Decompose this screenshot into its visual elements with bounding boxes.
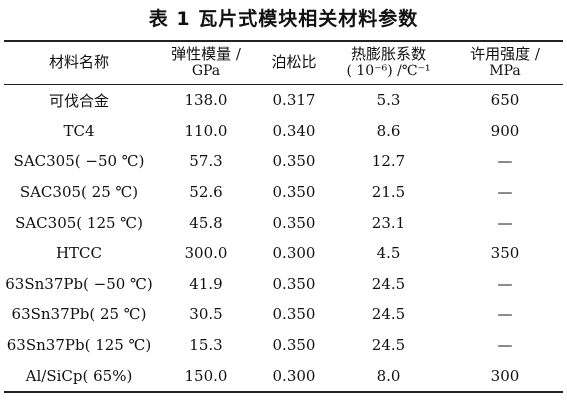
- header-row: 材料名称 弹性模量 / GPa 泊松比 热膨胀系数 ( 10⁻⁶) /℃⁻¹ 许…: [4, 40, 563, 85]
- cell-elastic-modulus: 150.0: [154, 360, 258, 393]
- cell-thermal-expansion: 24.5: [371, 274, 406, 293]
- cell-allowable-strength: —: [497, 183, 513, 202]
- cell-material: SAC305( 25 ℃): [19, 183, 139, 202]
- cell-thermal-expansion: 21.5: [371, 183, 406, 202]
- cell-poisson-ratio: 0.350: [272, 183, 316, 202]
- cell-poisson-ratio: 0.300: [258, 360, 330, 393]
- header-poisson-ratio: 泊松比: [258, 40, 330, 85]
- cell-allowable-strength: 350: [490, 244, 520, 263]
- table-body: 可伐合金 138.0 0.317 5.3 650 TC4 110.0 0.340…: [4, 85, 563, 393]
- cell-thermal-expansion: 23.1: [371, 213, 406, 232]
- cell-allowable-strength: —: [497, 213, 513, 232]
- material-parameters-table: 材料名称 弹性模量 / GPa 泊松比 热膨胀系数 ( 10⁻⁶) /℃⁻¹ 许…: [4, 40, 563, 393]
- header-unit: GPa: [191, 62, 221, 79]
- header-elastic-modulus: 弹性模量 / GPa: [154, 40, 258, 85]
- table-row: SAC305( 25 ℃) 52.6 0.350 21.5 —: [4, 177, 563, 208]
- cell-material: 可伐合金: [48, 91, 109, 110]
- cell-material: Al/SiCp( 65%): [4, 360, 154, 393]
- cell-allowable-strength: 300: [447, 360, 563, 393]
- cell-poisson-ratio: 0.340: [272, 121, 316, 140]
- table-row: 63Sn37Pb( 25 ℃) 30.5 0.350 24.5 —: [4, 299, 563, 330]
- table-row: TC4 110.0 0.340 8.6 900: [4, 116, 563, 147]
- cell-poisson-ratio: 0.350: [272, 213, 316, 232]
- cell-elastic-modulus: 52.6: [189, 183, 223, 202]
- cell-material: TC4: [63, 121, 95, 140]
- cell-elastic-modulus: 30.5: [189, 305, 223, 324]
- cell-allowable-strength: —: [497, 305, 513, 324]
- header-label: 许用强度 /: [470, 44, 540, 63]
- cell-thermal-expansion: 4.5: [376, 244, 401, 263]
- header-allowable-strength: 许用强度 / MPa: [447, 40, 563, 85]
- header-material-name: 材料名称: [4, 40, 154, 85]
- table-row: 63Sn37Pb( 125 ℃) 15.3 0.350 24.5 —: [4, 330, 563, 361]
- cell-poisson-ratio: 0.350: [272, 336, 316, 355]
- cell-thermal-expansion: 24.5: [371, 336, 406, 355]
- cell-thermal-expansion: 8.0: [330, 360, 447, 393]
- cell-poisson-ratio: 0.317: [272, 91, 316, 110]
- cell-thermal-expansion: 8.6: [376, 121, 401, 140]
- cell-material: 63Sn37Pb( 25 ℃): [11, 305, 147, 324]
- cell-allowable-strength: 900: [490, 121, 520, 140]
- cell-poisson-ratio: 0.350: [272, 305, 316, 324]
- header-thermal-expansion: 热膨胀系数 ( 10⁻⁶) /℃⁻¹: [330, 40, 447, 85]
- table-row: SAC305( 125 ℃) 45.8 0.350 23.1 —: [4, 207, 563, 238]
- cell-elastic-modulus: 45.8: [189, 213, 223, 232]
- cell-material: SAC305( 125 ℃): [15, 213, 143, 232]
- cell-poisson-ratio: 0.300: [272, 244, 316, 263]
- cell-elastic-modulus: 15.3: [189, 336, 223, 355]
- cell-material: 63Sn37Pb( −50 ℃): [5, 274, 153, 293]
- cell-material: 63Sn37Pb( 125 ℃): [6, 336, 152, 355]
- cell-allowable-strength: 650: [490, 91, 520, 110]
- cell-thermal-expansion: 24.5: [371, 305, 406, 324]
- table-row: SAC305( −50 ℃) 57.3 0.350 12.7 —: [4, 146, 563, 177]
- cell-elastic-modulus: 300.0: [184, 244, 228, 263]
- cell-thermal-expansion: 5.3: [376, 91, 401, 110]
- header-unit: ( 10⁻⁶) /℃⁻¹: [346, 62, 431, 79]
- table-row: 63Sn37Pb( −50 ℃) 41.9 0.350 24.5 —: [4, 269, 563, 300]
- header-label: 泊松比: [271, 53, 317, 71]
- cell-poisson-ratio: 0.350: [272, 274, 316, 293]
- cell-thermal-expansion: 12.7: [371, 152, 406, 171]
- table-row: Al/SiCp( 65%) 150.0 0.300 8.0 300: [4, 360, 563, 393]
- table-row: HTCC 300.0 0.300 4.5 350: [4, 238, 563, 269]
- table-caption: 表 1 瓦片式模块相关材料参数: [148, 8, 419, 30]
- cell-elastic-modulus: 41.9: [189, 274, 223, 293]
- header-label: 热膨胀系数: [350, 44, 426, 63]
- cell-material: HTCC: [55, 244, 103, 263]
- cell-allowable-strength: —: [497, 336, 513, 355]
- cell-allowable-strength: —: [497, 274, 513, 293]
- cell-elastic-modulus: 110.0: [184, 121, 228, 140]
- table-row: 可伐合金 138.0 0.317 5.3 650: [4, 85, 563, 116]
- cell-material: SAC305( −50 ℃): [13, 152, 145, 171]
- cell-elastic-modulus: 138.0: [184, 91, 228, 110]
- cell-allowable-strength: —: [497, 152, 513, 171]
- header-unit: MPa: [489, 62, 521, 79]
- cell-elastic-modulus: 57.3: [189, 152, 223, 171]
- header-label: 材料名称: [48, 53, 109, 71]
- header-label: 弹性模量 /: [171, 44, 241, 63]
- cell-poisson-ratio: 0.350: [272, 152, 316, 171]
